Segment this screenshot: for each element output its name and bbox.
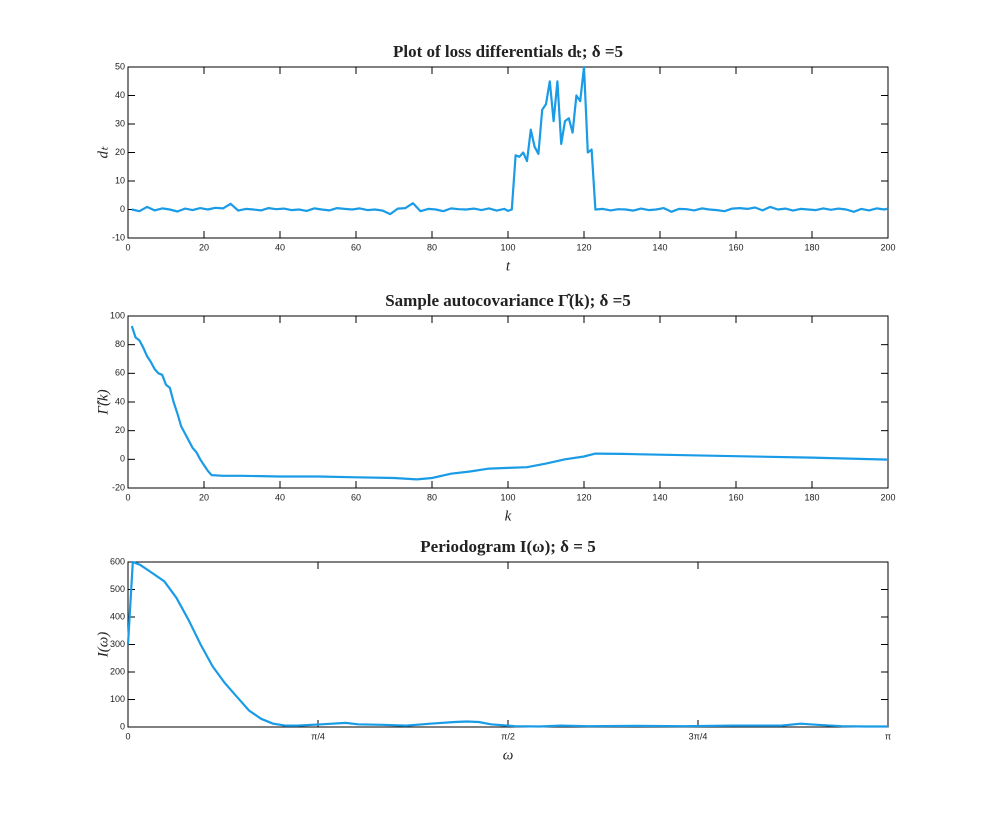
x-tick-label: π/2 — [501, 731, 515, 741]
axes-box — [127, 315, 889, 489]
x-tick-label: 100 — [500, 242, 515, 252]
x-tick-label: π — [885, 731, 891, 741]
x-tick-label: 140 — [652, 242, 667, 252]
y-tick-label: 300 — [110, 639, 125, 649]
x-axis-label: ω — [503, 747, 514, 763]
x-tick-label: 100 — [500, 492, 515, 502]
y-tick-label: 30 — [115, 118, 125, 128]
x-axis-label: t — [506, 258, 511, 274]
x-tick-label: 20 — [199, 492, 209, 502]
y-tick-label: 20 — [115, 425, 125, 435]
y-tick-label: 100 — [110, 310, 125, 320]
chart-title: Sample autocovariance Γ̂(k); δ =5 — [385, 291, 631, 310]
y-tick-label: -10 — [112, 232, 125, 242]
x-tick-label: 3π/4 — [689, 731, 708, 741]
y-axis-label: dₜ — [95, 146, 111, 159]
x-tick-label: 40 — [275, 492, 285, 502]
x-tick-label: 0 — [125, 242, 130, 252]
y-tick-label: -20 — [112, 482, 125, 492]
x-tick-label: 180 — [804, 242, 819, 252]
y-tick-label: 60 — [115, 368, 125, 378]
y-tick-label: 40 — [115, 90, 125, 100]
y-tick-label: 500 — [110, 584, 125, 594]
x-axis-label: k — [505, 508, 512, 524]
chart-title: Plot of loss differentials dₜ; δ =5 — [393, 42, 623, 61]
axes-box — [127, 561, 889, 728]
y-tick-label: 20 — [115, 147, 125, 157]
x-tick-label: 160 — [728, 492, 743, 502]
x-tick-label: 80 — [427, 492, 437, 502]
data-line — [131, 65, 889, 216]
x-tick-label: 140 — [652, 492, 667, 502]
y-tick-label: 50 — [115, 61, 125, 71]
x-tick-label: 200 — [880, 242, 895, 252]
x-tick-label: 180 — [804, 492, 819, 502]
chart-title: Periodogram I(ω); δ = 5 — [420, 537, 595, 556]
x-tick-label: 60 — [351, 242, 361, 252]
y-tick-label: 400 — [110, 611, 125, 621]
y-axis-label: Γ̂(k) — [95, 389, 111, 415]
x-tick-label: 40 — [275, 242, 285, 252]
y-tick-label: 0 — [120, 721, 125, 731]
y-tick-label: 40 — [115, 396, 125, 406]
x-tick-label: 0 — [125, 731, 130, 741]
y-axis-label: I(ω) — [95, 632, 111, 659]
x-tick-label: 80 — [427, 242, 437, 252]
x-tick-label: 0 — [125, 492, 130, 502]
y-tick-label: 0 — [120, 204, 125, 214]
y-tick-label: 0 — [120, 454, 125, 464]
y-tick-label: 600 — [110, 556, 125, 566]
data-line — [126, 560, 888, 728]
x-tick-label: 120 — [576, 492, 591, 502]
x-tick-label: 200 — [880, 492, 895, 502]
data-line — [130, 325, 889, 481]
y-tick-label: 80 — [115, 339, 125, 349]
y-tick-label: 10 — [115, 175, 125, 185]
axes-box — [127, 66, 889, 239]
x-tick-label: 60 — [351, 492, 361, 502]
x-tick-label: π/4 — [311, 731, 325, 741]
y-tick-label: 200 — [110, 666, 125, 676]
y-tick-label: 100 — [110, 694, 125, 704]
x-tick-label: 20 — [199, 242, 209, 252]
x-tick-label: 120 — [576, 242, 591, 252]
x-tick-label: 160 — [728, 242, 743, 252]
